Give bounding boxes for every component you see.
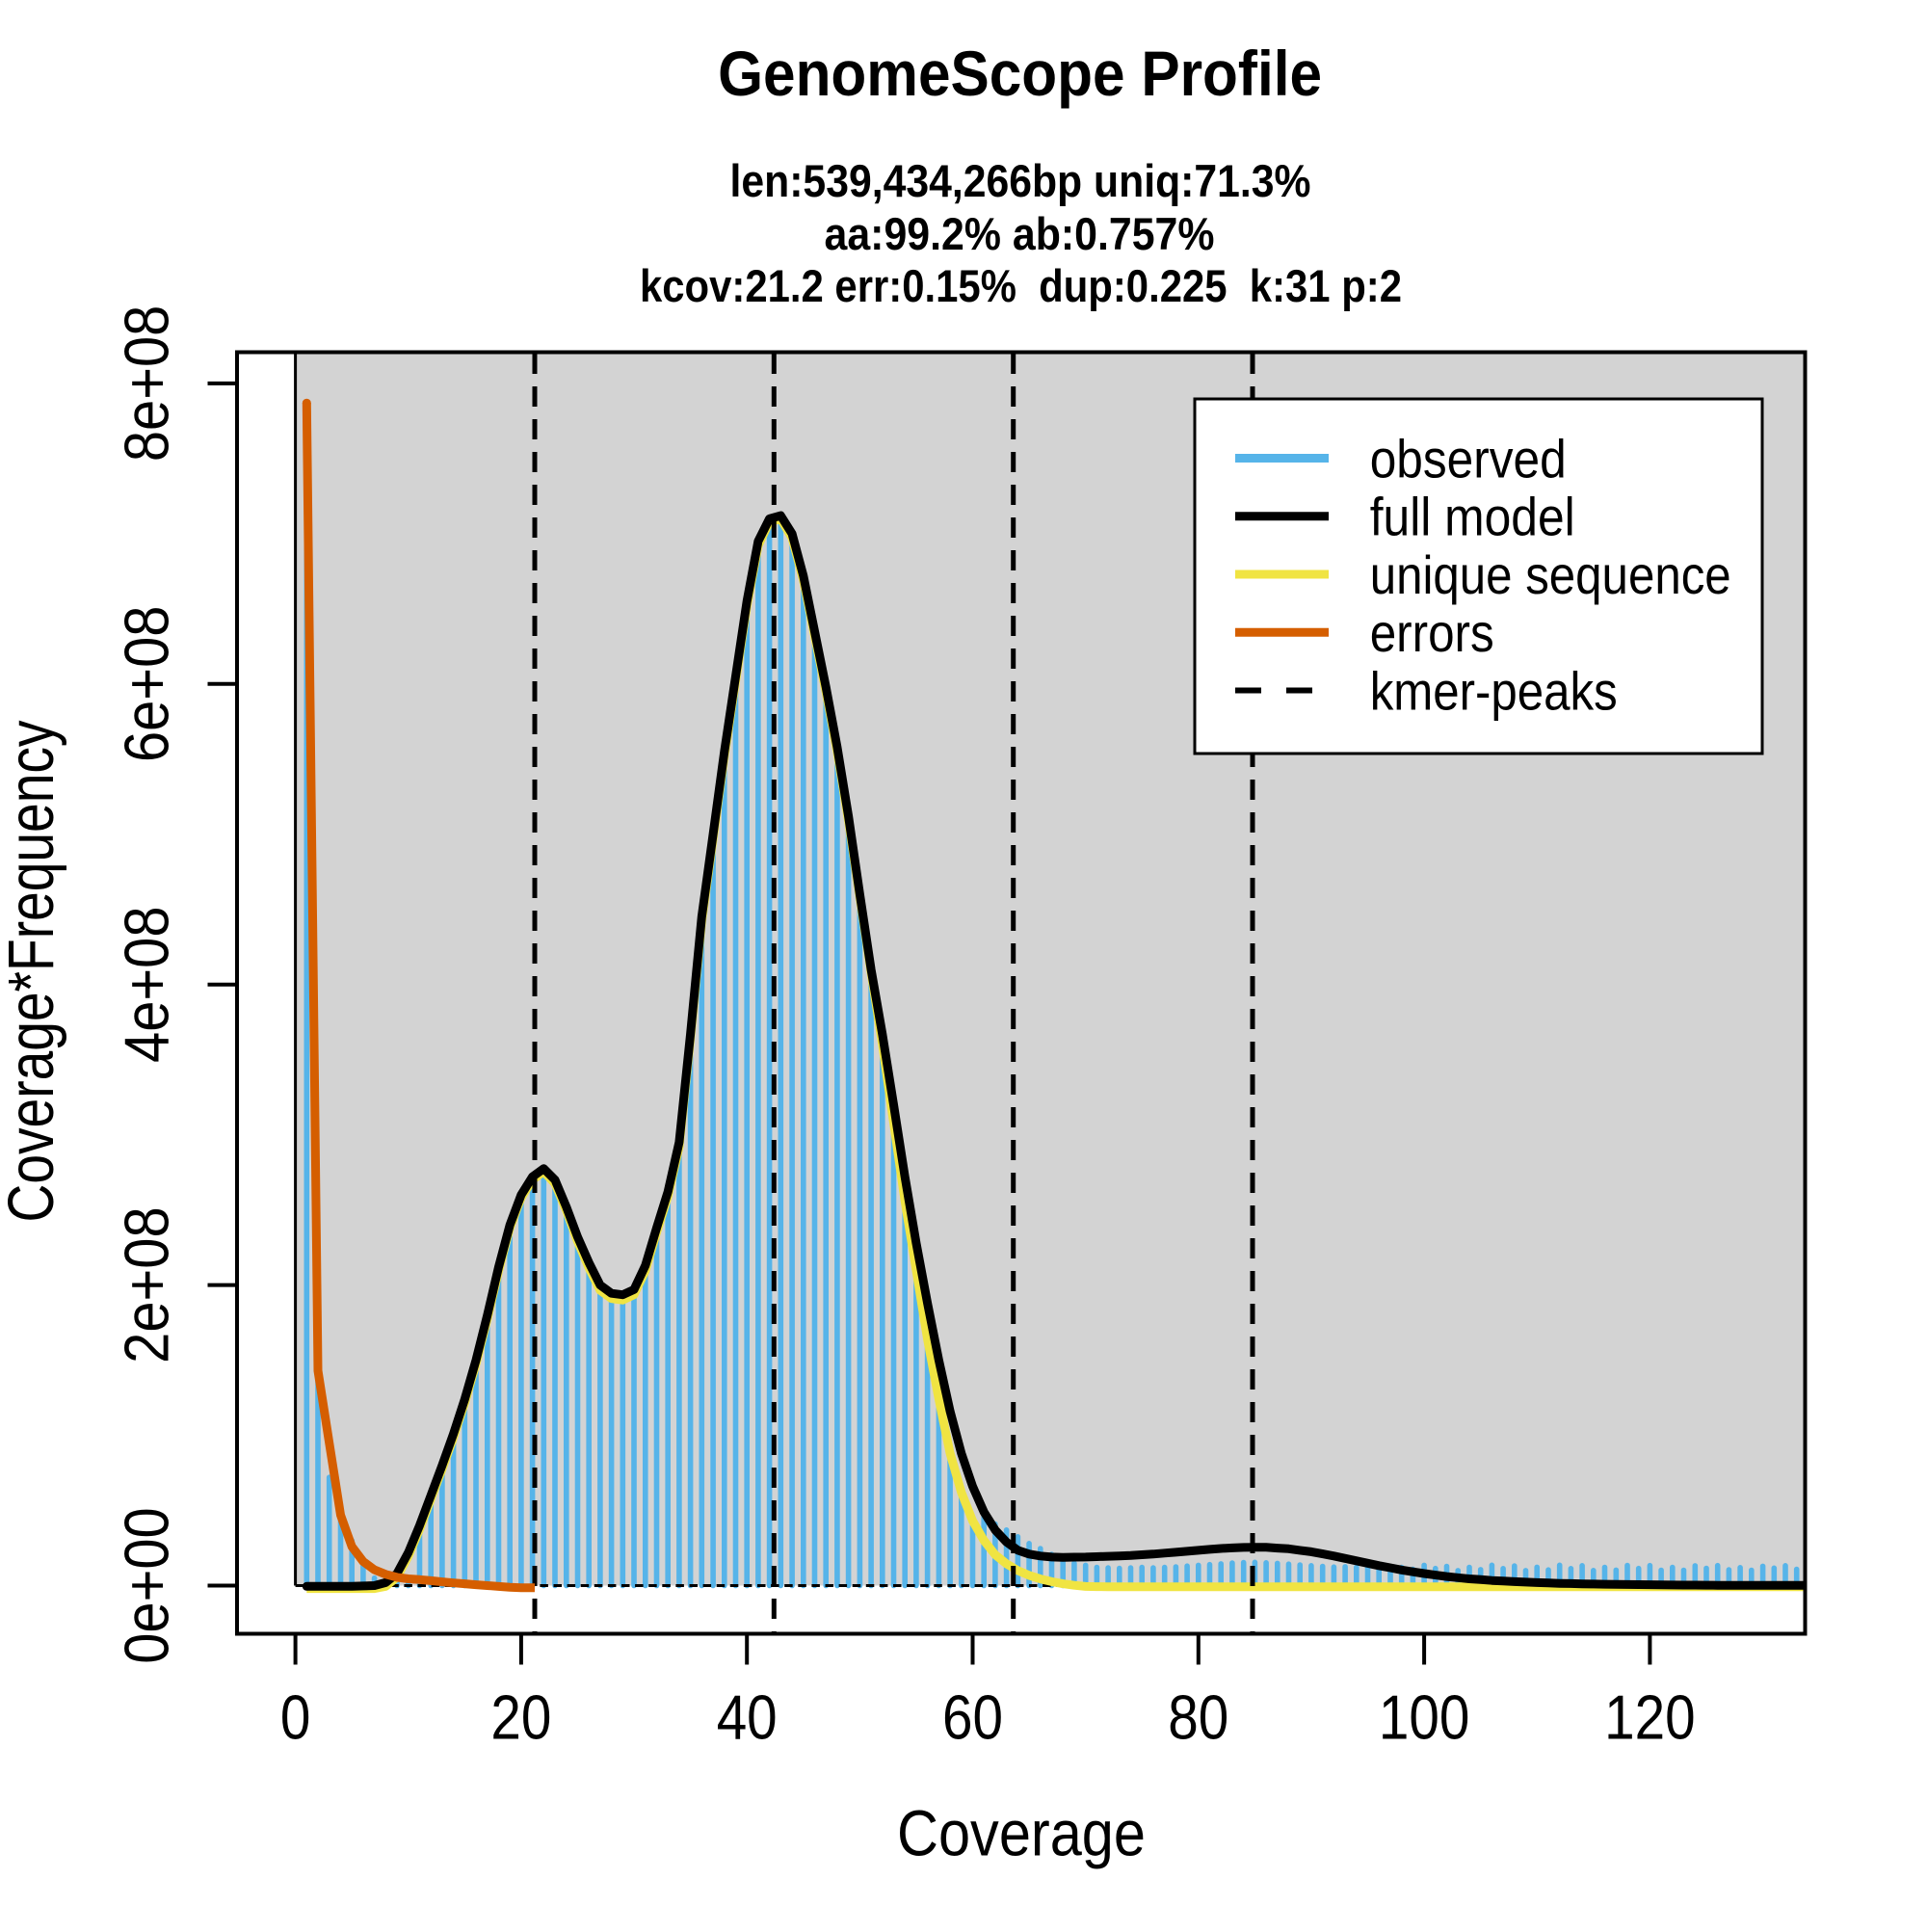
svg-text:errors: errors: [1370, 602, 1494, 663]
svg-text:60: 60: [942, 1683, 1003, 1753]
svg-text:kcov:21.2 err:0.15% dup:0.225: kcov:21.2 err:0.15% dup:0.225 k:31 p:2: [640, 260, 1402, 311]
svg-text:unique sequence: unique sequence: [1370, 544, 1731, 605]
svg-text:0e+00: 0e+00: [112, 1507, 181, 1664]
svg-text:40: 40: [717, 1683, 778, 1753]
svg-text:4e+08: 4e+08: [112, 906, 181, 1062]
svg-text:Coverage: Coverage: [897, 1799, 1146, 1870]
svg-text:6e+08: 6e+08: [112, 606, 181, 763]
svg-text:len:539,434,266bp uniq:71.3%: len:539,434,266bp uniq:71.3%: [730, 155, 1311, 206]
svg-text:0: 0: [280, 1683, 311, 1753]
svg-text:GenomeScope Profile: GenomeScope Profile: [718, 38, 1322, 109]
svg-text:80: 80: [1168, 1683, 1228, 1753]
svg-text:kmer-peaks: kmer-peaks: [1370, 660, 1618, 721]
svg-text:Coverage*Frequency: Coverage*Frequency: [0, 720, 67, 1223]
svg-text:aa:99.2% ab:0.757%: aa:99.2% ab:0.757%: [825, 208, 1215, 259]
svg-text:full model: full model: [1370, 487, 1575, 547]
svg-text:100: 100: [1379, 1683, 1470, 1753]
svg-text:observed: observed: [1370, 428, 1567, 489]
svg-text:120: 120: [1604, 1683, 1696, 1753]
svg-text:8e+08: 8e+08: [112, 305, 181, 463]
svg-text:20: 20: [490, 1683, 551, 1753]
svg-text:2e+08: 2e+08: [112, 1206, 181, 1363]
